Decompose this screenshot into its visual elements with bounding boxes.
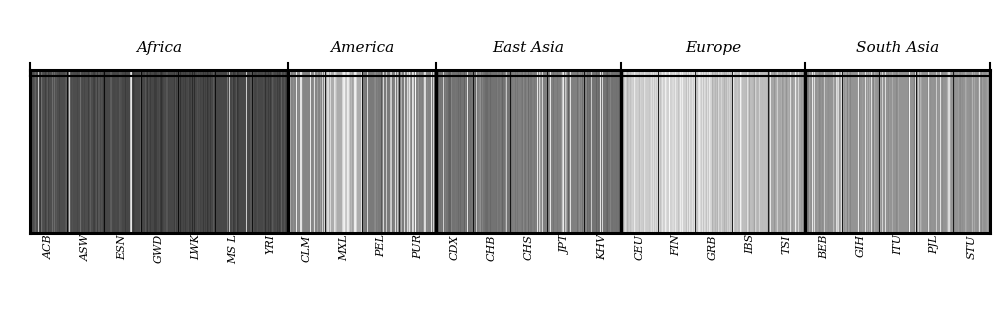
Bar bbox=[621, 70, 658, 233]
Bar bbox=[141, 70, 178, 233]
Bar bbox=[288, 70, 325, 233]
Bar bbox=[584, 70, 621, 233]
Text: East Asia: East Asia bbox=[492, 41, 564, 56]
Bar bbox=[325, 70, 362, 233]
Bar bbox=[252, 70, 288, 233]
Bar bbox=[658, 70, 695, 233]
Text: South Asia: South Asia bbox=[856, 41, 939, 56]
Bar bbox=[953, 70, 990, 233]
Bar bbox=[30, 70, 67, 233]
Bar bbox=[842, 70, 879, 233]
Text: Europe: Europe bbox=[685, 41, 741, 56]
Bar bbox=[510, 70, 547, 233]
Bar bbox=[399, 70, 436, 233]
Bar bbox=[768, 70, 805, 233]
Bar bbox=[215, 70, 252, 233]
Text: Africa: Africa bbox=[136, 41, 182, 56]
Bar bbox=[104, 70, 141, 233]
Text: America: America bbox=[330, 41, 394, 56]
Bar bbox=[436, 70, 473, 233]
Bar bbox=[916, 70, 953, 233]
Bar bbox=[473, 70, 510, 233]
Bar bbox=[695, 70, 732, 233]
Bar bbox=[67, 70, 104, 233]
Bar bbox=[879, 70, 916, 233]
Bar bbox=[547, 70, 584, 233]
Bar bbox=[732, 70, 768, 233]
Bar bbox=[805, 70, 842, 233]
Bar bbox=[178, 70, 215, 233]
Bar bbox=[362, 70, 399, 233]
